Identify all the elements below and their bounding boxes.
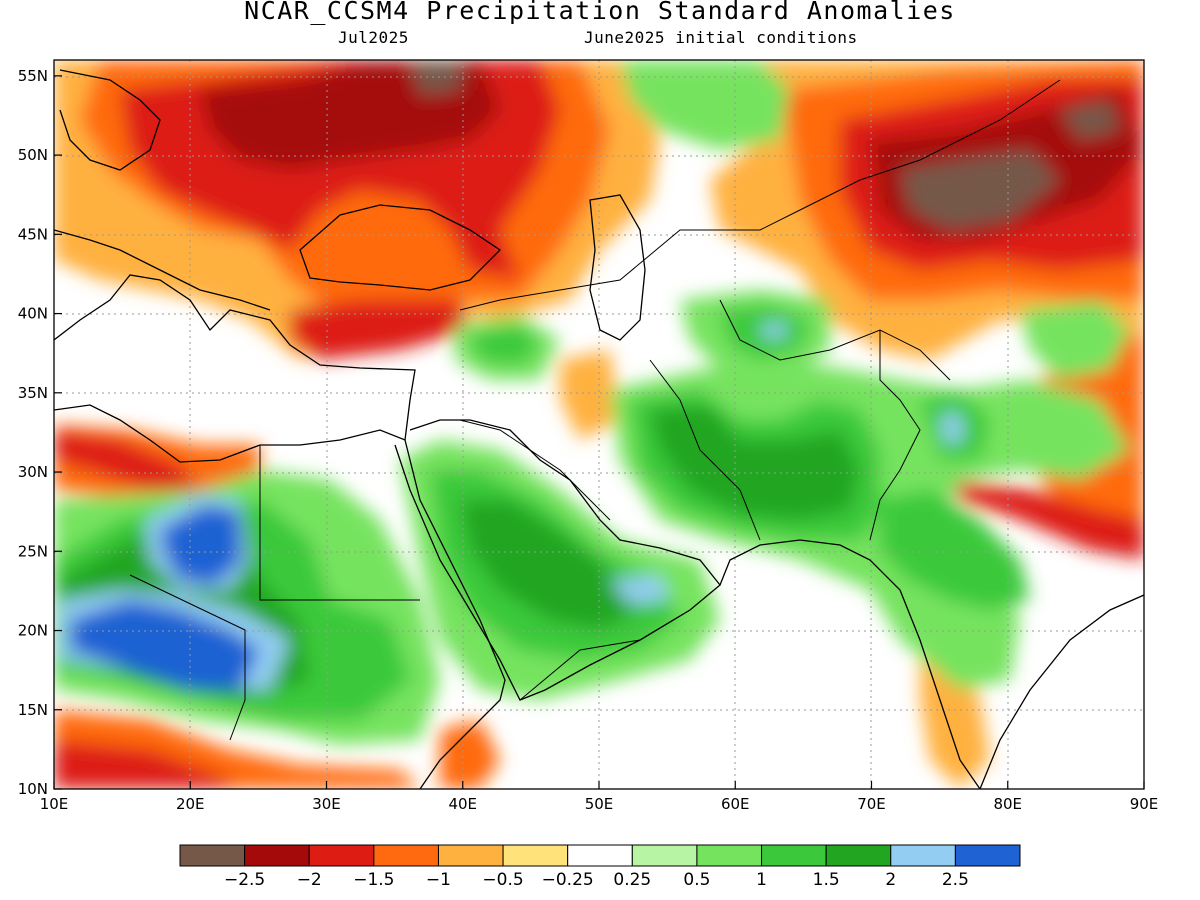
colorbar-swatch [244,844,310,867]
colorbar-label: −1.5 [353,870,394,890]
lon-tick-label: 60E [721,795,750,813]
colorbar [179,844,1021,867]
lon-tick-label: 90E [1130,795,1159,813]
colorbar-label: 1 [756,870,767,890]
colorbar-swatch [373,844,439,867]
dry-region-siberia-extreme [1060,100,1120,140]
colorbar-swatch [308,844,375,867]
wet-region-western-china [1020,300,1130,380]
colorbar-swatch [825,844,892,867]
lon-tick-label: 50E [585,795,614,813]
init-conditions-label: June2025 initial conditions [584,28,858,47]
colorbar-swatch [954,844,1021,867]
colorbar-label: −2 [297,870,322,890]
colorbar-swatch [696,844,763,867]
lon-tick-label: 10E [40,795,69,813]
lon-tick-label: 20E [176,795,205,813]
colorbar-swatch [761,844,827,867]
dry-region-tibet-band [950,480,1144,560]
dry-region-south-india [920,640,990,789]
lat-tick-label: 45N [18,225,48,243]
longitude-ticks: 10E 20E 30E 40E 50E 60E 70E 80E 90E [40,781,1159,813]
wet-region-iraq-core [470,325,540,365]
colorbar-swatch [437,844,504,867]
lon-tick-label: 40E [448,795,477,813]
colorbar-label: 1.5 [813,870,840,890]
valid-month-label: Jul2025 [338,28,409,47]
colorbar-swatch [502,844,569,867]
lat-tick-label: 35N [18,384,48,402]
colorbar-swatch [567,844,633,867]
wet-region-kashmir-light-blue [940,412,965,445]
map-title: NCAR_CCSM4 Precipitation Standard Anomal… [244,0,956,25]
wet-region-arabia-strong [460,500,640,630]
dry-region-iran-north [560,350,620,440]
grid-lines [54,60,1144,789]
wet-region-chad-blue [70,600,260,690]
lon-tick-label: 80E [993,795,1022,813]
colorbar-label: −0.25 [542,870,594,890]
colorbar-swatch [179,844,246,867]
colorbar-label: −0.5 [482,870,523,890]
colorbar-swatch [890,844,956,867]
lat-tick-label: 40N [18,305,48,323]
colorbar-label: −2.5 [224,870,265,890]
lat-tick-label: 20N [18,622,48,640]
dry-region-kazakhstan-extreme [900,150,1060,230]
lat-tick-label: 50N [18,146,48,164]
lat-tick-label: 15N [18,701,48,719]
lat-tick-label: 55N [18,67,48,85]
colorbar-label: 2 [885,870,896,890]
dry-region-libya-core [54,430,200,490]
colorbar-label: 0.25 [613,870,651,890]
wet-region-iran-strong [650,405,860,520]
colorbar-label: −1 [426,870,451,890]
lon-tick-label: 70E [857,795,886,813]
lat-tick-label: 30N [18,463,48,481]
colorbar-labels: −2.5 −2 −1.5 −1 −0.5 −0.25 0.25 0.5 1 1.5 2 2.5 [224,870,969,890]
dry-region-russia-extreme [410,60,460,95]
dry-region-turkey [290,300,470,360]
wet-region-siberia [620,60,790,150]
lon-tick-label: 30E [312,795,341,813]
anomaly-field [54,60,1144,789]
dry-region-horn [440,720,500,789]
lat-tick-label: 25N [18,542,48,560]
latitude-ticks: 10N 15N 20N 25N 30N 35N 40N 45N 50N 55N [18,67,62,798]
colorbar-label: 0.5 [683,870,710,890]
wet-region-uzbek-light-blue [760,322,788,338]
lat-tick-label: 10N [18,780,48,798]
colorbar-label: 2.5 [942,870,969,890]
wet-region-libya-blue [160,505,242,585]
colorbar-swatch [631,844,698,867]
dry-region-sahel-core [54,740,240,789]
wet-region-pakistan-core [880,490,1030,610]
coastlines [54,69,1144,789]
country-borders [129,79,1061,741]
wet-region-qatar-light-blue [610,575,670,605]
